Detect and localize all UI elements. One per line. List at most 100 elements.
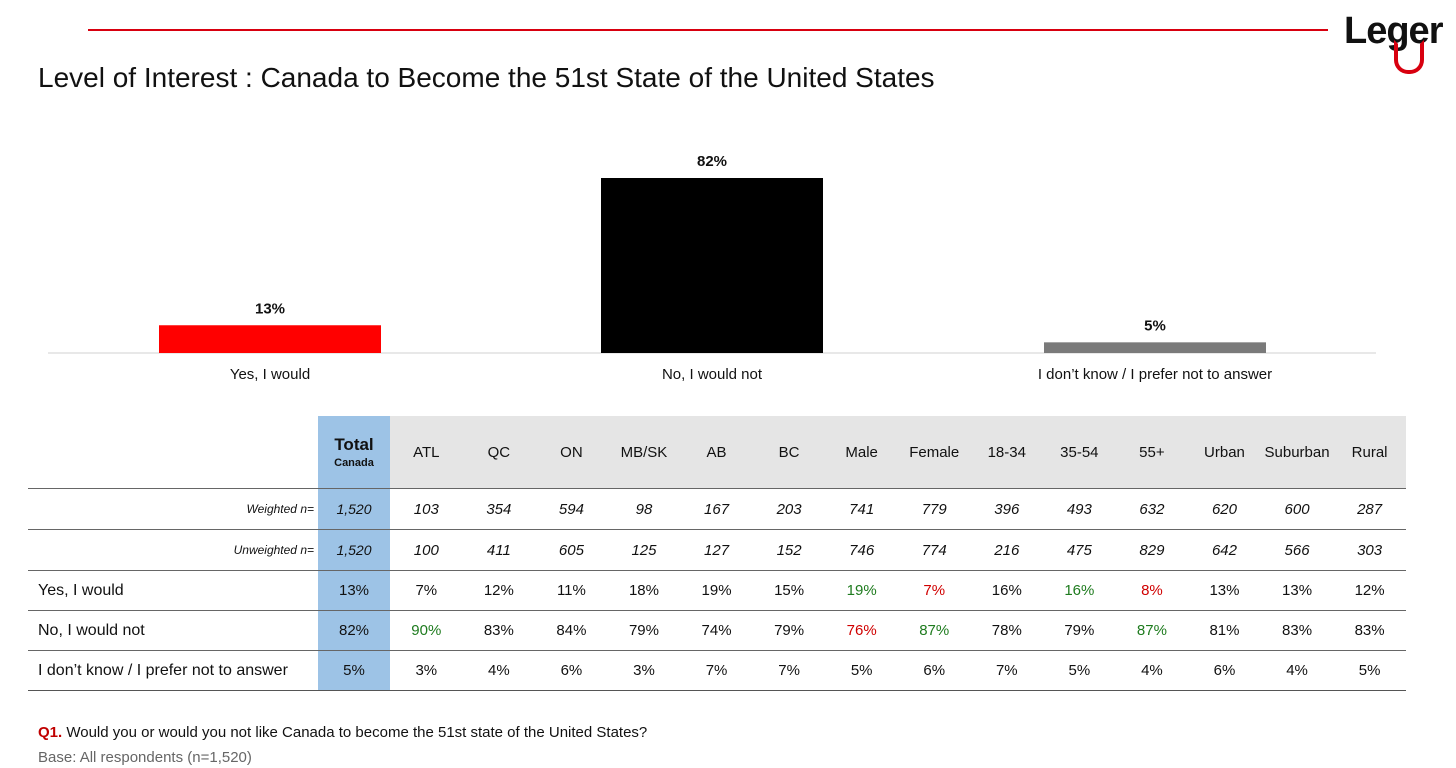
table-cell: 7% [897,570,971,611]
table-row: I don’t know / I prefer not to answer 5% 3… [28,650,1406,691]
table-cell: 87% [897,610,971,651]
table-cell: 493 [1043,488,1116,530]
table-cell: 829 [1115,529,1189,571]
table-cell: 600 [1260,488,1334,530]
question-text: Q1. Would you or would you not like Cana… [38,724,647,741]
row-label: I don’t know / I prefer not to answer [28,650,318,691]
bar-1 [159,325,381,353]
table-row: Weighted n= 1,520 103 354 594 98 167 203 741 779 3… [28,488,1406,530]
total-cell: 1,520 [318,488,390,530]
table-cell: 7% [390,570,463,611]
table-cell: 475 [1043,529,1116,571]
table-cell: 83% [462,610,536,651]
header-col-5: AB [680,416,753,489]
table-cell: 87% [1115,610,1189,651]
table-cell: 396 [970,488,1044,530]
table-cell: 354 [462,488,536,530]
header-col-2: QC [462,416,536,489]
total-header-label: Total [334,435,374,454]
table-cell: 103 [390,488,463,530]
table-cell: 3% [390,650,463,691]
bar-chart: 13% Yes, I would 82% No, I would not 5% I don… [48,153,1376,383]
table-cell: 203 [752,488,826,530]
total-cell: 5% [318,650,390,691]
table-cell: 6% [1188,650,1261,691]
question-number: Q1. [38,724,63,741]
table-cell: 4% [462,650,536,691]
header-total: Total Canada [318,416,390,489]
table-cell: 741 [825,488,898,530]
table-cell: 7% [680,650,753,691]
category-label-3: I don’t know / I prefer not to answer [1038,366,1272,383]
table-cell: 411 [462,529,536,571]
logo-wordmark: Leger [1344,10,1443,52]
table-cell: 74% [680,610,753,651]
row-label: Unweighted n= [28,529,318,571]
table-cell: 5% [825,650,898,691]
table-cell: 79% [752,610,826,651]
header-corner [28,416,318,489]
table-cell: 13% [1260,570,1334,611]
table-cell: 90% [390,610,463,651]
header-col-4: MB/SK [607,416,681,489]
top-rule [88,29,1328,31]
table-cell: 216 [970,529,1044,571]
page-title: Level of Interest : Canada to Become the… [38,62,935,93]
table-cell: 13% [1188,570,1261,611]
question-body: Would you or would you not like Canada t… [62,724,648,741]
leger-logo: Leger [1344,8,1448,74]
total-cell: 13% [318,570,390,611]
header-col-12: Urban [1188,416,1261,489]
table-cell: 6% [897,650,971,691]
category-label-1: Yes, I would [230,366,310,383]
bar-3 [1044,342,1266,353]
table-cell: 78% [970,610,1044,651]
table-cell: 642 [1188,529,1261,571]
table-cell: 3% [607,650,681,691]
table-cell: 81% [1188,610,1261,651]
header-col-10: 35-54 [1043,416,1116,489]
table-cell: 303 [1333,529,1406,571]
header-col-3: ON [535,416,608,489]
table-cell: 16% [970,570,1044,611]
table-row: No, I would not 82% 90% 83% 84% 79% 74% 79% 76% 8… [28,610,1406,651]
table-cell: 6% [535,650,608,691]
table-cell: 76% [825,610,898,651]
table-cell: 19% [825,570,898,611]
table-cell: 100 [390,529,463,571]
table-header-row: Total Canada ATL QC ON MB/SK AB BC Male Female 1… [28,416,1406,489]
table-cell: 779 [897,488,971,530]
table-cell: 7% [970,650,1044,691]
table-cell: 594 [535,488,608,530]
total-cell: 82% [318,610,390,651]
table-cell: 7% [752,650,826,691]
table-cell: 79% [607,610,681,651]
data-label-2: 82% [697,153,727,170]
table-cell: 8% [1115,570,1189,611]
header-col-13: Suburban [1260,416,1334,489]
table-cell: 18% [607,570,681,611]
header-col-11: 55+ [1115,416,1189,489]
base-note: Base: All respondents (n=1,520) [38,749,252,766]
table-cell: 15% [752,570,826,611]
total-header-sublabel: Canada [334,457,374,469]
category-label-2: No, I would not [662,366,763,383]
table-cell: 11% [535,570,608,611]
table-cell: 125 [607,529,681,571]
table-cell: 774 [897,529,971,571]
table-cell: 12% [462,570,536,611]
table-cell: 84% [535,610,608,651]
table-cell: 5% [1043,650,1116,691]
table-cell: 127 [680,529,753,571]
table-cell: 632 [1115,488,1189,530]
header-col-7: Male [825,416,898,489]
table-cell: 19% [680,570,753,611]
table-cell: 152 [752,529,826,571]
row-label: No, I would not [28,610,318,651]
table-cell: 605 [535,529,608,571]
logo-swirl-icon [1394,40,1424,74]
header-col-6: BC [752,416,826,489]
header-col-14: Rural [1333,416,1406,489]
data-label-1: 13% [255,300,285,317]
total-cell: 1,520 [318,529,390,571]
